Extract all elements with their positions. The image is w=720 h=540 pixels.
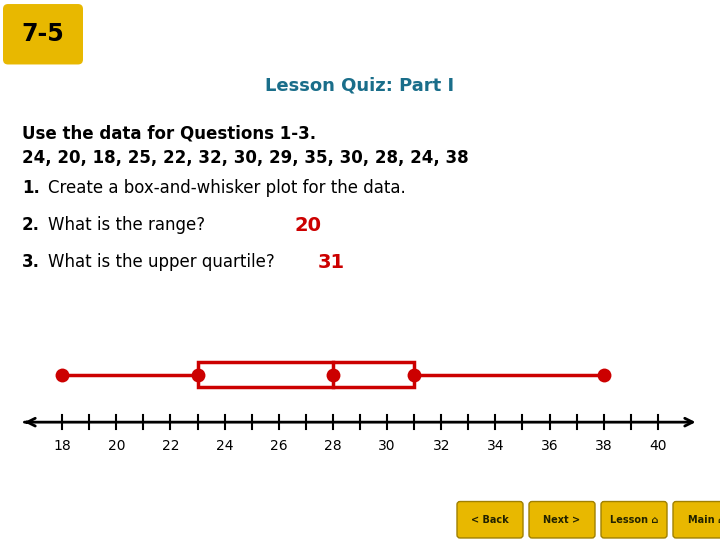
Text: Box-and-Whisker Plots: Box-and-Whisker Plots <box>95 20 482 49</box>
Text: Use the data for Questions 1-3.: Use the data for Questions 1-3. <box>22 124 316 142</box>
Text: Main ⌂: Main ⌂ <box>688 515 720 525</box>
Text: 20: 20 <box>295 217 322 235</box>
Text: 26: 26 <box>270 439 287 453</box>
FancyBboxPatch shape <box>3 4 83 64</box>
Text: 18: 18 <box>53 439 71 453</box>
Point <box>598 370 609 379</box>
Text: 38: 38 <box>595 439 613 453</box>
Text: 1.: 1. <box>22 179 40 197</box>
Text: Lesson Quiz: Part I: Lesson Quiz: Part I <box>266 77 454 94</box>
Text: 22: 22 <box>162 439 179 453</box>
Text: 34: 34 <box>487 439 504 453</box>
Text: 24: 24 <box>216 439 233 453</box>
Text: 31: 31 <box>318 253 345 272</box>
Text: Create a box-and-whisker plot for the data.: Create a box-and-whisker plot for the da… <box>48 179 406 197</box>
Point <box>408 370 420 379</box>
Text: Next >: Next > <box>544 515 580 525</box>
Text: 20: 20 <box>107 439 125 453</box>
Text: 28: 28 <box>324 439 342 453</box>
FancyBboxPatch shape <box>673 502 720 538</box>
Bar <box>197 362 414 387</box>
Text: 24, 20, 18, 25, 22, 32, 30, 29, 35, 30, 28, 24, 38: 24, 20, 18, 25, 22, 32, 30, 29, 35, 30, … <box>22 149 469 167</box>
Point <box>192 370 203 379</box>
Text: © HOLT McDOUGAL, All Rights Reserved: © HOLT McDOUGAL, All Rights Reserved <box>10 515 220 525</box>
Text: 2.: 2. <box>22 217 40 234</box>
Text: What is the range?: What is the range? <box>48 217 205 234</box>
Text: What is the upper quartile?: What is the upper quartile? <box>48 253 275 271</box>
FancyBboxPatch shape <box>457 502 523 538</box>
Text: Lesson ⌂: Lesson ⌂ <box>610 515 658 525</box>
Text: 30: 30 <box>378 439 396 453</box>
Text: < Back: < Back <box>471 515 509 525</box>
Point <box>327 370 338 379</box>
Text: 40: 40 <box>649 439 667 453</box>
FancyBboxPatch shape <box>601 502 667 538</box>
Text: 36: 36 <box>541 439 558 453</box>
Text: 7-5: 7-5 <box>22 22 64 46</box>
FancyBboxPatch shape <box>529 502 595 538</box>
Text: 32: 32 <box>433 439 450 453</box>
Point <box>56 370 68 379</box>
Text: 3.: 3. <box>22 253 40 271</box>
